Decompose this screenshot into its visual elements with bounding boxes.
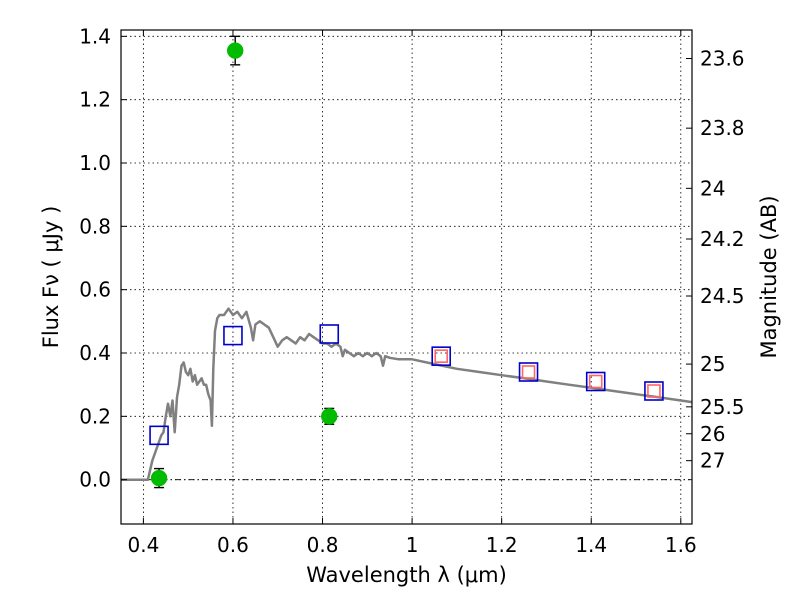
observed-point-0 <box>150 469 168 487</box>
series-layer <box>121 35 693 489</box>
y2-tick-label: 26 <box>700 422 725 446</box>
spectrum-line <box>121 307 693 481</box>
x-tick-label: 1.2 <box>486 533 518 557</box>
model-point-6 <box>644 381 664 401</box>
comparison-point-2 <box>588 374 603 389</box>
y-tick-label: 1.2 <box>79 88 111 112</box>
observed-point-2 <box>320 408 338 425</box>
plot-frame <box>120 29 693 525</box>
y-axis-title: Flux Fν ( μJy ) <box>39 206 63 349</box>
x-axis: 0.4 0.6 0.8 1 1.2 1.4 1.6 <box>127 30 697 557</box>
y-tick-label: 0.2 <box>79 404 111 428</box>
model-point-0 <box>149 425 169 446</box>
x-tick-label: 0.6 <box>217 533 249 557</box>
x-tick-label: 0.8 <box>307 533 339 557</box>
y2-tick-label: 24 <box>700 176 725 200</box>
x-tick-label: 1 <box>406 533 419 557</box>
comparison-point-1 <box>521 365 536 379</box>
model-point-2 <box>319 324 340 344</box>
model-point-1 <box>223 325 243 346</box>
y-tick-label: 0.8 <box>79 214 111 238</box>
y2-tick-label: 23.8 <box>700 116 745 140</box>
y-tick-label: 1.4 <box>79 24 111 48</box>
x-axis-title: Wavelength λ (μm) <box>306 563 507 587</box>
x-tick-label: 1.6 <box>665 533 697 557</box>
model-point-4 <box>518 362 539 382</box>
y2-tick-label: 25.5 <box>700 395 745 419</box>
y2-tick-label: 27 <box>700 449 725 473</box>
y-tick-label: 0.0 <box>79 468 111 492</box>
comparison-point-0 <box>434 349 449 363</box>
y-tick-label: 1.0 <box>79 151 111 175</box>
y2-tick-label: 24.5 <box>700 284 745 308</box>
x-tick-label: 1.4 <box>575 533 607 557</box>
y2-axis-title: Magnitude (AB) <box>757 195 781 358</box>
y-tick-label: 0.4 <box>79 341 111 365</box>
model-point-5 <box>585 371 606 392</box>
observed-point-1 <box>226 42 244 59</box>
y-axis-right: 23.6 23.8 24 24.2 24.5 25 25.5 26 27 <box>686 47 745 473</box>
comparison-point-3 <box>647 384 661 398</box>
grid-lines <box>121 30 692 524</box>
y2-tick-label: 23.6 <box>700 47 745 71</box>
y-tick-label: 0.6 <box>79 278 111 302</box>
y2-tick-label: 24.2 <box>700 227 745 251</box>
model-point-3 <box>431 346 452 366</box>
x-tick-label: 0.4 <box>127 533 159 557</box>
y-axis-left: 0.0 0.2 0.4 0.6 0.8 1.0 1.2 1.4 <box>79 24 127 492</box>
y2-tick-label: 25 <box>700 352 725 376</box>
